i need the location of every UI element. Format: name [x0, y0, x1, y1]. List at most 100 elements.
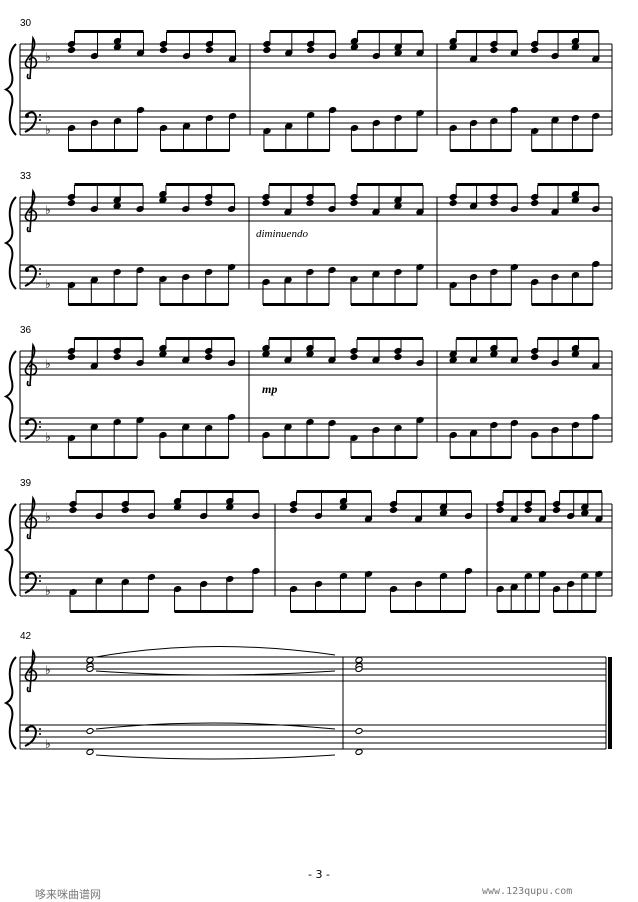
- beam: [450, 303, 512, 306]
- tie: [95, 646, 336, 658]
- note-head: [530, 199, 539, 207]
- note-head: [263, 46, 271, 54]
- flat-icon: ♭: [45, 203, 51, 217]
- flat-icon: ♭: [45, 510, 51, 524]
- flat-icon: ♭: [45, 123, 51, 137]
- beam: [166, 30, 236, 33]
- note-head: [204, 353, 213, 361]
- flat-icon: ♭: [45, 357, 51, 371]
- beam: [290, 610, 366, 613]
- beam: [269, 183, 335, 186]
- beam: [531, 303, 593, 306]
- brace: [3, 43, 17, 136]
- note-head: [226, 503, 234, 511]
- treble-clef-icon: [24, 35, 38, 80]
- flat-icon: ♭: [45, 50, 51, 64]
- beam: [559, 490, 602, 493]
- note-head: [394, 353, 402, 361]
- note-head: [394, 49, 402, 57]
- beam: [68, 149, 138, 152]
- note-head: [173, 503, 182, 511]
- beam: [456, 337, 518, 340]
- note-head: [306, 46, 315, 54]
- beam: [351, 303, 417, 306]
- beam: [296, 490, 372, 493]
- bass-clef-icon: [39, 119, 41, 121]
- beam: [174, 610, 253, 613]
- tie: [95, 754, 336, 760]
- beam: [396, 490, 472, 493]
- beam: [357, 337, 423, 340]
- bass-clef-icon: [39, 575, 41, 577]
- beam: [263, 456, 329, 459]
- bass-clef-icon: [24, 265, 38, 287]
- treble-clef-icon: [24, 648, 38, 693]
- tie: [95, 722, 336, 730]
- note-head: [113, 43, 122, 51]
- note-head: [121, 506, 130, 514]
- treble-clef-icon: [24, 342, 38, 387]
- note-head: [350, 199, 358, 207]
- bass-clef-icon: [39, 733, 41, 735]
- page-number: - 3 -: [308, 868, 330, 881]
- beam: [165, 337, 235, 340]
- note-head: [530, 46, 539, 54]
- bass-clef-icon: [39, 426, 41, 428]
- beam: [269, 30, 336, 33]
- note-head: [355, 748, 363, 756]
- beam: [68, 303, 138, 306]
- note-head: [552, 506, 561, 514]
- beam: [357, 30, 424, 33]
- beam: [537, 30, 599, 33]
- beam: [159, 303, 229, 306]
- note-head: [306, 350, 314, 358]
- note-head: [571, 350, 580, 358]
- flat-icon: ♭: [45, 737, 51, 751]
- note-head: [490, 350, 498, 358]
- tie: [95, 670, 336, 676]
- beam: [450, 149, 512, 152]
- beam: [390, 610, 466, 613]
- note-head: [350, 353, 358, 361]
- note-head: [530, 353, 539, 361]
- note-head: [449, 356, 457, 364]
- brace: [3, 196, 17, 290]
- bass-clef-icon: [24, 725, 38, 747]
- brace: [3, 503, 17, 597]
- diminuendo-marking: diminuendo: [256, 228, 308, 240]
- flat-icon: ♭: [45, 277, 51, 291]
- note-head: [159, 350, 167, 358]
- beam: [74, 30, 144, 33]
- final-barline: [608, 657, 612, 749]
- beam: [503, 490, 546, 493]
- bass-clef-icon: [25, 114, 29, 118]
- note-head: [339, 503, 348, 511]
- flat-icon: ♭: [45, 430, 51, 444]
- bass-clef-icon: [25, 728, 29, 732]
- note-head: [86, 748, 94, 756]
- note-head: [262, 350, 270, 358]
- bass-clef-icon: [39, 114, 41, 116]
- bass-clef-icon: [25, 421, 29, 425]
- note-head: [159, 196, 167, 204]
- bass-clef-icon: [39, 421, 41, 423]
- beam: [263, 303, 329, 306]
- bass-clef-icon: [39, 728, 41, 730]
- beam: [553, 610, 596, 613]
- note-head: [496, 506, 504, 514]
- note-head: [355, 665, 363, 673]
- beam: [165, 183, 235, 186]
- note-head: [490, 46, 498, 54]
- measure-number: 42: [20, 631, 32, 642]
- beam: [357, 183, 423, 186]
- mp-dynamic: mp: [262, 382, 278, 396]
- note-head: [490, 199, 498, 207]
- bass-clef-icon: [39, 273, 41, 275]
- note-head: [67, 353, 76, 361]
- note-head: [159, 46, 168, 54]
- note-head: [86, 656, 94, 664]
- measure-number: 30: [20, 18, 32, 29]
- brace: [3, 350, 17, 443]
- beam: [70, 610, 149, 613]
